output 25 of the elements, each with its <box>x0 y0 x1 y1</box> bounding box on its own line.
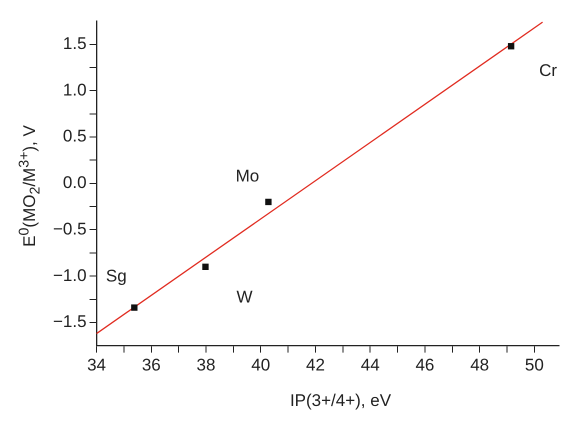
y-tick-label: 0.0 <box>62 173 87 192</box>
x-tick-label: 40 <box>251 355 270 374</box>
annotation: Mo <box>236 166 260 186</box>
x-tick-label: 36 <box>142 355 161 374</box>
x-tick-label: 50 <box>524 355 544 374</box>
x-tick-label: 48 <box>470 355 490 374</box>
point <box>508 43 514 50</box>
x-tick-label: 42 <box>306 355 325 374</box>
point <box>202 264 209 270</box>
y-tick-label: 1.0 <box>62 80 87 100</box>
annotation: W <box>236 288 252 307</box>
y-tick-label: 1.5 <box>62 34 87 54</box>
x-tick-label: 44 <box>360 355 380 374</box>
x-tick-label: 38 <box>196 355 216 374</box>
annotation: Sg <box>106 266 127 286</box>
y-tick-label: 0.5 <box>62 126 87 146</box>
y-tick-label: −1.5 <box>53 312 87 332</box>
point <box>265 198 272 206</box>
x-tick-label: 34 <box>87 355 106 374</box>
point <box>131 304 138 311</box>
x-tick-label: 46 <box>415 355 434 374</box>
y-tick-label: −1.0 <box>53 266 87 285</box>
annotation: Cr <box>539 60 558 80</box>
y-tick-label: −0.5 <box>53 219 87 238</box>
x-axis-title: IP(3+/4+), eV <box>288 391 392 411</box>
